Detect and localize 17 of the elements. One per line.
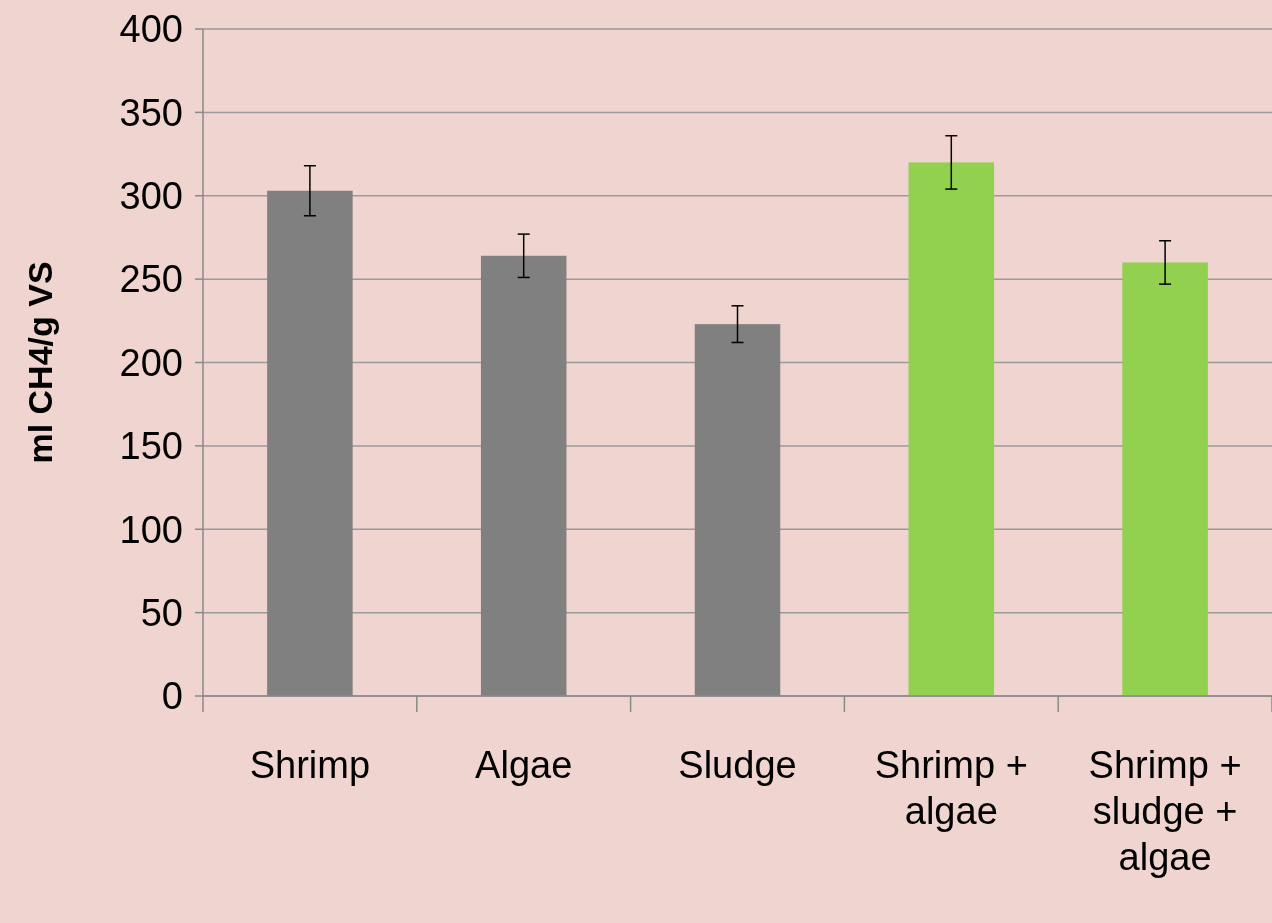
x-tick-label: Algae	[475, 744, 573, 786]
y-tick-label: 150	[119, 425, 183, 468]
y-tick-label: 350	[119, 91, 183, 134]
y-tick-label: 0	[161, 675, 183, 718]
y-tick-label: 400	[119, 8, 183, 51]
x-tick-label: Shrimp + sludge + algae	[1088, 744, 1242, 878]
y-axis-title: ml CH4/g VS	[21, 261, 59, 464]
bar	[908, 162, 995, 696]
bar	[1122, 262, 1208, 696]
x-tick-label: Sludge	[678, 744, 797, 786]
x-tick-label: Shrimp + algae	[874, 744, 1028, 832]
y-tick-label: 100	[119, 508, 183, 551]
y-tick-label: 200	[119, 341, 183, 384]
y-tick-label: 50	[140, 591, 183, 634]
y-tick-label: 250	[119, 258, 183, 301]
x-tick-label: Shrimp	[249, 744, 371, 786]
y-tick-label: 300	[119, 175, 183, 218]
